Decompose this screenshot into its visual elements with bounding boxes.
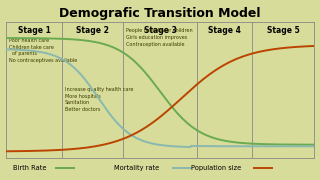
Text: Stage 5: Stage 5 <box>267 26 299 35</box>
Text: Birth Rate: Birth Rate <box>12 165 46 171</box>
Title: Demografic Transition Model: Demografic Transition Model <box>59 7 261 21</box>
Text: Stage 1: Stage 1 <box>18 26 51 35</box>
Text: People need fewer children
Girls education improves
Contraception available: People need fewer children Girls educati… <box>126 28 193 47</box>
Text: Poor health care
Children take care
  of parents
No contraceptives available: Poor health care Children take care of p… <box>10 38 78 63</box>
Text: Mortality rate: Mortality rate <box>114 165 159 171</box>
Text: Stage 4: Stage 4 <box>208 26 241 35</box>
Text: Population size: Population size <box>191 165 241 171</box>
Text: Stage 2: Stage 2 <box>76 26 109 35</box>
Text: Stage 3: Stage 3 <box>144 26 176 35</box>
Text: Increase quality health care
More hospitals
Sanitation
Better doctors: Increase quality health care More hospit… <box>65 87 133 112</box>
